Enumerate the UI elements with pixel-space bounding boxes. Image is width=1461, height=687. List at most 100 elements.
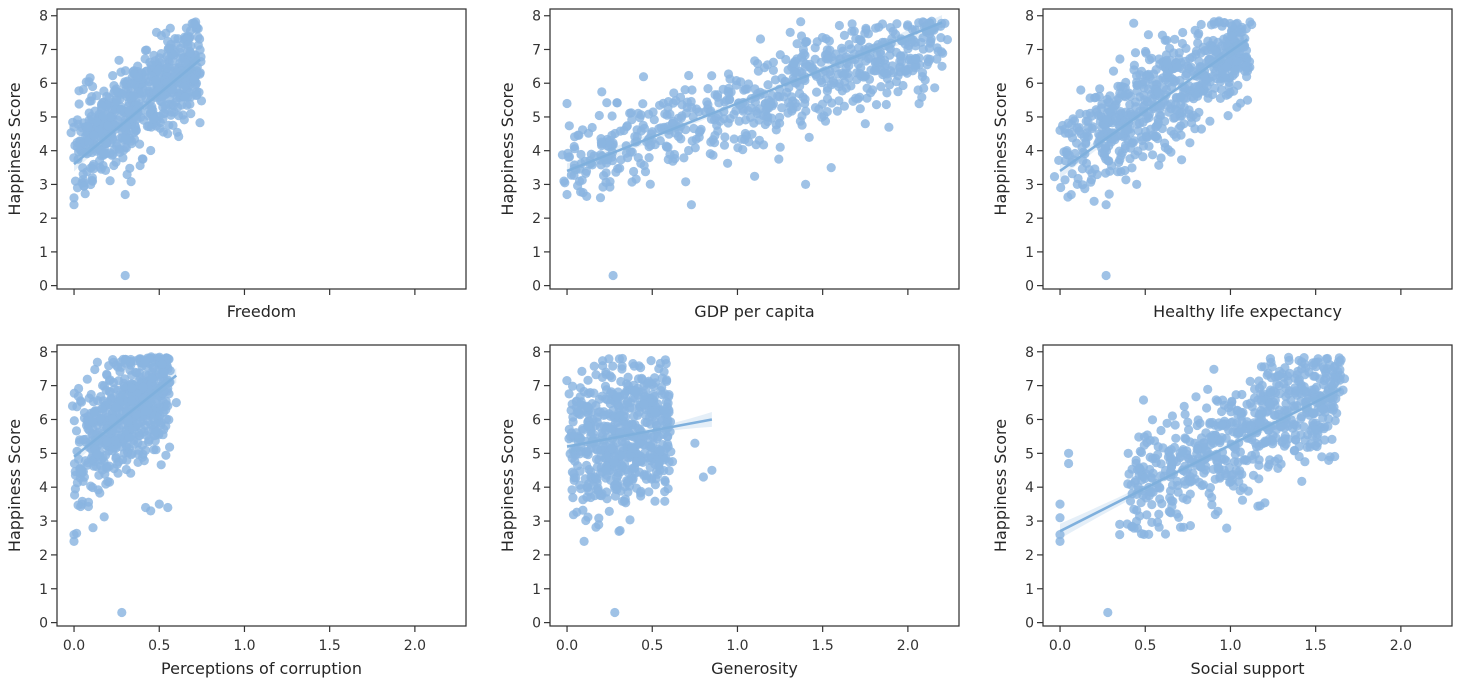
scatter-point bbox=[1147, 500, 1157, 510]
scatter-point bbox=[1177, 155, 1187, 165]
scatter-point bbox=[562, 98, 572, 109]
scatter-point bbox=[93, 396, 103, 406]
scatter-point bbox=[1193, 38, 1203, 48]
scatter-point bbox=[1136, 447, 1147, 458]
scatter-point bbox=[707, 465, 717, 475]
scatter-point bbox=[1086, 177, 1096, 187]
scatter-point bbox=[642, 470, 652, 480]
axes-frame bbox=[549, 8, 960, 290]
scatter-point bbox=[596, 137, 607, 147]
scatter-point bbox=[88, 523, 98, 533]
scatter-point bbox=[629, 166, 639, 177]
scatter-point bbox=[1241, 45, 1252, 56]
scatter-point bbox=[926, 36, 936, 47]
scatter-point bbox=[109, 160, 119, 171]
scatter-point bbox=[92, 357, 102, 367]
scatter-point bbox=[1151, 65, 1161, 75]
scatter-point bbox=[128, 91, 138, 101]
scatter-point bbox=[133, 419, 143, 429]
scatter-point bbox=[754, 135, 765, 145]
scatter-point bbox=[140, 54, 150, 64]
scatter-point bbox=[617, 496, 628, 506]
scatter-point bbox=[1203, 384, 1213, 394]
scatter-point bbox=[919, 83, 929, 93]
scatter-point bbox=[665, 149, 675, 159]
scatter-point bbox=[78, 435, 89, 445]
scatter-point bbox=[1175, 92, 1185, 102]
scatter-point bbox=[97, 101, 107, 111]
scatter-point bbox=[80, 189, 90, 199]
scatter-point bbox=[724, 83, 734, 93]
scatter-point bbox=[740, 134, 750, 145]
scatter-point bbox=[1154, 509, 1164, 519]
scatter-point bbox=[1256, 395, 1266, 406]
scatter-point bbox=[1100, 141, 1111, 152]
scatter-point bbox=[123, 415, 133, 425]
scatter-point bbox=[1308, 358, 1318, 368]
scatter-point bbox=[630, 386, 640, 397]
scatter-point bbox=[578, 505, 588, 515]
scatter-point bbox=[638, 72, 649, 82]
scatter-point bbox=[635, 488, 646, 498]
scatter-point bbox=[869, 66, 879, 76]
scatter-point bbox=[1222, 523, 1232, 533]
scatter-point bbox=[99, 86, 109, 96]
scatter-point bbox=[1240, 66, 1250, 76]
scatter-point bbox=[1179, 119, 1189, 129]
scatter-point bbox=[612, 98, 622, 108]
y-tick-label: 6 bbox=[1025, 412, 1034, 428]
scatter-point bbox=[885, 23, 896, 33]
scatter-point bbox=[1297, 476, 1307, 486]
scatter-point bbox=[185, 99, 195, 109]
scatter-point bbox=[586, 149, 596, 159]
scatter-point bbox=[563, 152, 574, 162]
scatter-point bbox=[568, 493, 578, 503]
scatter-point bbox=[1190, 82, 1200, 92]
scatter-point bbox=[114, 55, 124, 65]
scatter-point bbox=[882, 88, 892, 98]
scatter-point bbox=[594, 513, 604, 523]
scatter-point bbox=[1146, 487, 1156, 497]
scatter-point bbox=[1173, 487, 1183, 497]
scatter-point bbox=[1117, 89, 1127, 99]
y-tick-label: 5 bbox=[39, 446, 48, 462]
scatter-point bbox=[1180, 56, 1191, 66]
scatter-point bbox=[1129, 60, 1139, 70]
scatter-point bbox=[1231, 390, 1241, 400]
scatter-point bbox=[610, 418, 621, 428]
scatter-point bbox=[105, 112, 116, 122]
y-tick-label: 0 bbox=[1025, 616, 1034, 632]
scatter-point bbox=[1162, 100, 1172, 110]
scatter-point bbox=[167, 84, 177, 95]
scatter-point bbox=[767, 113, 777, 123]
scatter-point bbox=[1153, 87, 1163, 97]
scatter-point bbox=[719, 140, 730, 150]
scatter-point bbox=[911, 54, 921, 64]
scatter-point bbox=[1222, 62, 1232, 72]
scatter-point bbox=[706, 114, 717, 124]
scatter-point bbox=[890, 29, 901, 39]
scatter-point bbox=[827, 98, 837, 108]
scatter-point bbox=[636, 363, 646, 373]
scatter-point bbox=[1139, 101, 1149, 111]
y-tick-label: 8 bbox=[532, 345, 541, 361]
scatter-point bbox=[195, 45, 205, 55]
scatter-point bbox=[127, 383, 137, 393]
scatter-point bbox=[770, 75, 781, 85]
scatter-point bbox=[93, 485, 103, 495]
scatter-point bbox=[638, 120, 648, 130]
scatter-point bbox=[610, 484, 620, 494]
scatter-point bbox=[134, 99, 144, 109]
scatter-point bbox=[591, 454, 602, 464]
scatter-point bbox=[1144, 55, 1155, 65]
scatter-point bbox=[133, 61, 143, 71]
scatter-point bbox=[567, 485, 577, 495]
scatter-point bbox=[1293, 376, 1304, 386]
scatter-point bbox=[1280, 434, 1290, 444]
scatter-point bbox=[591, 522, 601, 532]
scatter-point bbox=[191, 90, 201, 100]
scatter-point bbox=[1090, 164, 1100, 174]
scatter-point bbox=[848, 96, 858, 106]
scatter-point bbox=[1130, 150, 1140, 160]
regression-line bbox=[566, 418, 713, 448]
